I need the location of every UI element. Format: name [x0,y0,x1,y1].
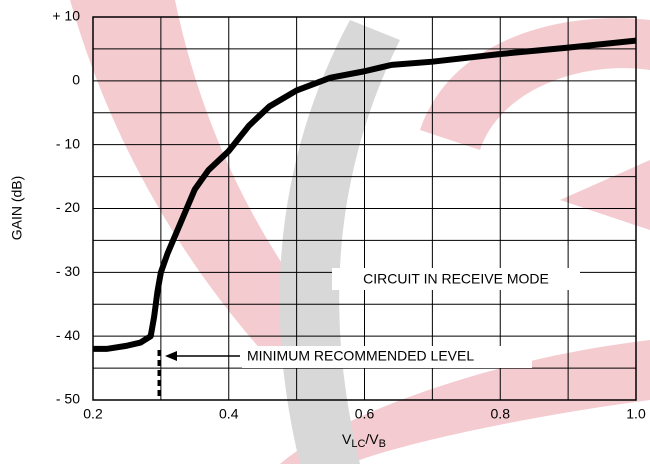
x-tick-label: 0.4 [219,406,239,422]
y-tick-label: - 10 [56,135,80,151]
y-tick-label: - 30 [56,263,80,279]
y-tick-label: 0 [72,72,80,88]
annotation: CIRCUIT IN RECEIVE MODE [363,271,549,287]
annotation-bg [242,346,532,368]
y-axis-label: GAIN (dB) [9,176,25,241]
y-tick-label: - 50 [56,391,80,407]
y-tick-label: - 40 [56,327,80,343]
data-line [93,37,637,352]
annotation-bg [332,268,580,290]
plot-frame [92,16,637,401]
x-tick-label: 0.8 [491,406,511,422]
arrow-head [165,351,177,361]
x-axis-label: VLC/VB [342,431,386,450]
annotation: MINIMUM RECOMMENDED LEVEL [247,348,474,364]
x-tick-label: 0.2 [83,406,103,422]
x-tick-label: 1.0 [626,406,646,422]
y-tick-label: - 20 [56,199,80,215]
y-tick-label: + 10 [52,8,80,24]
x-tick-label: 0.6 [355,406,375,422]
